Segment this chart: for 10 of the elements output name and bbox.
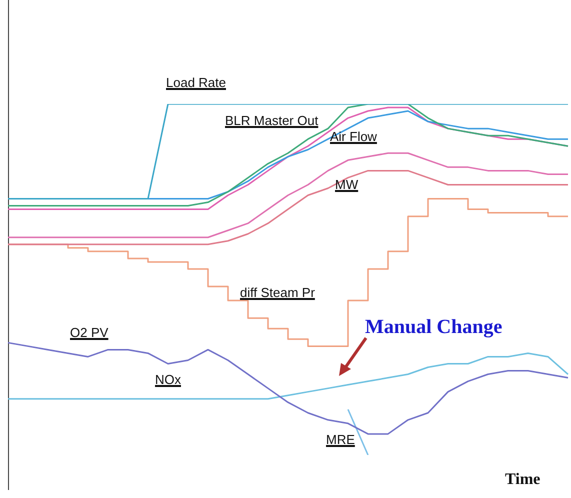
series-label: Load Rate bbox=[166, 75, 226, 90]
series-label: O2 PV bbox=[70, 325, 108, 340]
x-axis-title: Time bbox=[505, 471, 540, 488]
series-label: MW bbox=[335, 177, 358, 192]
series-label: diff Steam Pr bbox=[240, 285, 315, 300]
series-label: MRE bbox=[326, 432, 355, 447]
series-label: NOx bbox=[155, 372, 181, 387]
series-label: BLR Master Out bbox=[225, 113, 318, 128]
annotation: Manual Change bbox=[365, 316, 502, 338]
series-label: Air Flow bbox=[330, 129, 377, 144]
